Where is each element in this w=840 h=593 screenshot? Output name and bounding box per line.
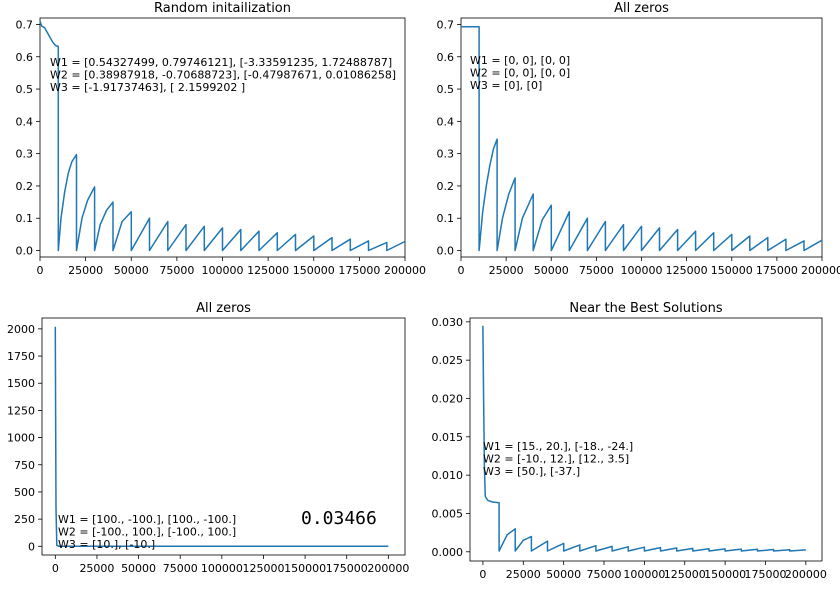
weights-annotation-line: W3 = [10.], [-10.] bbox=[58, 538, 155, 551]
x-tick-label: 0 bbox=[52, 562, 59, 575]
subplot-2: All zeros 0.0 0.1 0.2 0.3 0.4 0.5 0.6 0.7 0 25000 5… bbox=[437, 1, 840, 277]
y-tick-label: 0.2 bbox=[437, 180, 455, 193]
y-tick-label: 0.025 bbox=[432, 354, 464, 367]
weights-annotation-line: W3 = [-1.91737463], [ 2.1599202 ] bbox=[50, 81, 245, 94]
weights-annotation-line: W1 = [0.54327499, 0.79746121], [-3.33591… bbox=[50, 56, 392, 69]
x-tick-label: 125000 bbox=[666, 264, 708, 277]
x-tick-label: 125000 bbox=[247, 264, 289, 277]
y-tick-label: 0.3 bbox=[16, 148, 34, 161]
y-tick-label: 0.5 bbox=[16, 83, 34, 96]
x-tick-label: 25000 bbox=[79, 562, 114, 575]
y-tick-label: 0.1 bbox=[437, 212, 455, 225]
x-tick-label: 200000 bbox=[367, 562, 409, 575]
x-tick-label: 150000 bbox=[704, 568, 746, 581]
chart-title: Near the Best Solutions bbox=[569, 301, 723, 316]
weights-annotation-line: W3 = [50.], [-37.] bbox=[483, 465, 580, 478]
y-tick-label: 1250 bbox=[7, 404, 35, 417]
x-tick-label: 50000 bbox=[534, 264, 569, 277]
y-tick-label: 0.2 bbox=[16, 180, 34, 193]
x-tick-label: 175000 bbox=[756, 264, 798, 277]
y-tick-label: 0.0 bbox=[437, 245, 455, 258]
x-tick-label: 50000 bbox=[114, 264, 149, 277]
weights-annotation-line: W2 = [0, 0], [0, 0] bbox=[470, 67, 570, 80]
y-tick-label: 0.015 bbox=[432, 431, 464, 444]
x-tick-label: 150000 bbox=[284, 562, 326, 575]
x-tick-label: 100000 bbox=[623, 568, 665, 581]
x-tick-label: 200000 bbox=[801, 264, 840, 277]
y-tick-label: 0.3 bbox=[437, 148, 455, 161]
series-line bbox=[483, 326, 806, 551]
y-tick-label: 1000 bbox=[7, 432, 35, 445]
y-tick-label: 0.4 bbox=[437, 115, 455, 128]
x-tick-label: 0 bbox=[479, 568, 486, 581]
y-tick-label: 0.7 bbox=[437, 18, 455, 31]
x-tick-label: 25000 bbox=[489, 264, 524, 277]
x-tick-label: 25000 bbox=[68, 264, 103, 277]
y-tick-label: 0.000 bbox=[432, 546, 464, 559]
weights-annotation-line: W3 = [0], [0] bbox=[470, 79, 542, 92]
chart-title: All zeros bbox=[196, 301, 251, 316]
y-tick-label: 0.005 bbox=[432, 507, 464, 520]
weights-annotation-line: W1 = [15., 20.], [-18., -24.] bbox=[483, 440, 633, 453]
x-tick-label: 150000 bbox=[293, 264, 335, 277]
x-tick-label: 150000 bbox=[711, 264, 753, 277]
x-tick-label: 100000 bbox=[621, 264, 663, 277]
weights-annotation-line: W2 = [0.38987918, -0.70688723], [-0.4798… bbox=[50, 69, 396, 82]
x-tick-label: 175000 bbox=[744, 568, 786, 581]
weights-annotation-line: W1 = [100., -100.], [100., -100.] bbox=[58, 513, 236, 526]
y-tick-label: 0.020 bbox=[432, 392, 464, 405]
x-tick-label: 50000 bbox=[121, 562, 156, 575]
subplot-3: All zeros0250500750100012501500175020000… bbox=[7, 301, 409, 575]
x-tick-label: 50000 bbox=[546, 568, 581, 581]
weights-annotation-line: W1 = [0, 0], [0, 0] bbox=[470, 54, 570, 67]
y-tick-label: 0.7 bbox=[16, 18, 34, 31]
x-tick-label: 125000 bbox=[242, 562, 284, 575]
y-tick-label: 0 bbox=[28, 540, 35, 553]
y-tick-label: 0.010 bbox=[432, 469, 464, 482]
subplot-1: Random initailization 0.0 0.1 0.2 0.3 0.4 0.5 0… bbox=[16, 1, 427, 277]
x-tick-label: 75000 bbox=[587, 568, 622, 581]
x-tick-label: 100000 bbox=[202, 264, 244, 277]
y-tick-label: 0.4 bbox=[16, 115, 34, 128]
chart-title: All zeros bbox=[614, 1, 669, 16]
y-tick-label: 0.030 bbox=[432, 316, 464, 329]
y-tick-label: 0.0 bbox=[16, 245, 34, 258]
x-tick-label: 75000 bbox=[159, 264, 194, 277]
x-tick-label: 75000 bbox=[579, 264, 614, 277]
y-tick-label: 0.1 bbox=[16, 212, 34, 225]
subplot-4: Near the Best Solutions 0.000 0.005 0.010 0.… bbox=[432, 301, 827, 581]
x-tick-label: 200000 bbox=[785, 568, 827, 581]
overlay-value: 0.03466 bbox=[301, 508, 377, 529]
x-tick-label: 125000 bbox=[664, 568, 706, 581]
y-tick-label: 1500 bbox=[7, 377, 35, 390]
x-tick-label: 25000 bbox=[506, 568, 541, 581]
y-tick-label: 500 bbox=[14, 486, 35, 499]
y-tick-label: 0.6 bbox=[437, 51, 455, 64]
y-tick-label: 0.5 bbox=[437, 83, 455, 96]
x-tick-label: 75000 bbox=[163, 562, 198, 575]
y-tick-label: 750 bbox=[14, 459, 35, 472]
chart-title: Random initailization bbox=[154, 1, 291, 16]
x-tick-label: 175000 bbox=[338, 264, 380, 277]
y-tick-label: 250 bbox=[14, 513, 35, 526]
x-tick-label: 200000 bbox=[384, 264, 426, 277]
y-tick-label: 2000 bbox=[7, 323, 35, 336]
weights-annotation-line: W2 = [-10., 12.], [12., 3.5] bbox=[483, 453, 629, 466]
x-tick-label: 0 bbox=[458, 264, 465, 277]
x-tick-label: 0 bbox=[37, 264, 44, 277]
weights-annotation-line: W2 = [-100., 100.], [-100., 100.] bbox=[58, 526, 236, 539]
y-tick-label: 1750 bbox=[7, 350, 35, 363]
x-tick-label: 100000 bbox=[201, 562, 243, 575]
x-tick-label: 175000 bbox=[326, 562, 368, 575]
y-tick-label: 0.6 bbox=[16, 51, 34, 64]
